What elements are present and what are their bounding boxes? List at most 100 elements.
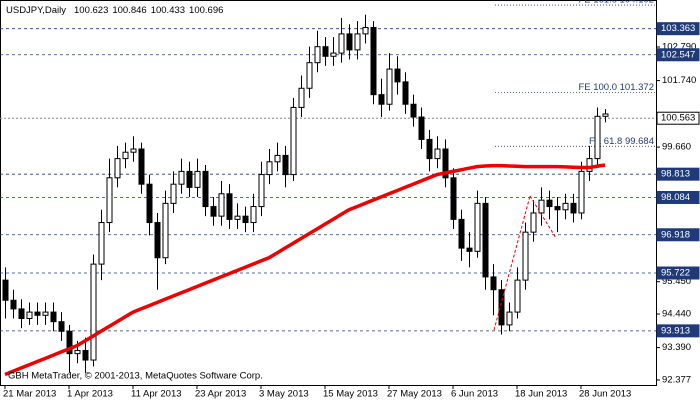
candle-body (530, 212, 537, 233)
x-tick-label: 1 Apr 2013 (67, 389, 113, 400)
price-box (656, 167, 700, 181)
candle-body (34, 311, 41, 316)
candle-body (194, 170, 201, 188)
last-low: 100.433 (151, 5, 185, 16)
candle-body (546, 199, 553, 208)
candle-body (218, 193, 225, 217)
y-tick-label: 101.740 (662, 75, 696, 86)
fibo-trend-line (529, 195, 557, 239)
price-box-label: 98.813 (661, 169, 690, 180)
candle-body (226, 193, 233, 220)
candle-body (378, 94, 385, 105)
candle-body (578, 170, 585, 214)
candle-body (66, 330, 73, 355)
last-high: 100.846 (112, 5, 146, 16)
x-tick-label: 11 Apr 2013 (131, 389, 182, 400)
price-box-label: 98.084 (661, 192, 690, 203)
candle-body (258, 174, 265, 208)
candle-body (346, 33, 353, 51)
candle-body (410, 103, 417, 118)
candle-body (98, 222, 105, 265)
y-tick-label: 93.390 (662, 342, 691, 353)
candle-body (186, 170, 193, 188)
candle-body (114, 158, 121, 179)
x-tick-label: 3 May 2013 (259, 389, 309, 400)
y-tick-label: 92.377 (662, 374, 691, 385)
x-tick-label: 6 Jun 2013 (451, 389, 498, 400)
last-close: 100.696 (189, 5, 223, 16)
candle-body (146, 183, 153, 224)
fibo-label: FE 61.8 99.684 (589, 136, 654, 147)
candle-body (210, 206, 217, 217)
candle-body (586, 158, 593, 172)
y-tick-label: 102.790 (662, 42, 696, 53)
price-box-label: 103.363 (661, 23, 695, 34)
price-box (656, 190, 700, 204)
candle-body (274, 154, 281, 163)
candle-body (82, 349, 89, 361)
candle-body (426, 138, 433, 160)
candle-body (162, 202, 169, 259)
candle-body (50, 311, 57, 323)
candle-body (562, 202, 569, 211)
candle-body (282, 154, 289, 176)
candle-body (106, 177, 113, 224)
footer: GBH MetaTrader, © 2001-2013, MetaQuotes … (8, 371, 263, 382)
price-box-label: 93.913 (661, 325, 690, 336)
candle-body (90, 263, 97, 361)
candle-body (434, 148, 441, 160)
moving-average (4, 163, 606, 377)
candle-body (458, 218, 465, 249)
candle-body (522, 231, 529, 281)
candle-body (338, 33, 345, 54)
candle-body (554, 206, 561, 211)
candle-body (290, 106, 297, 176)
candle-body (450, 177, 457, 220)
price-box-label: 96.918 (661, 229, 690, 240)
candle-body (322, 46, 329, 57)
candle-body (138, 148, 145, 185)
candle-body (42, 311, 49, 316)
x-tick-label: 21 Mar 2013 (3, 389, 56, 400)
candle-body (242, 215, 249, 224)
candle-body (362, 27, 369, 35)
candle-body (122, 151, 129, 160)
candle-body (354, 33, 361, 51)
x-tick-label: 27 May 2013 (387, 389, 442, 400)
price-box (656, 324, 700, 338)
fibo-trend-line (493, 195, 531, 331)
candle-body (26, 311, 33, 319)
candle-body (298, 87, 305, 108)
candle-body (250, 206, 257, 224)
candle-body (514, 279, 521, 313)
price-box (656, 22, 700, 36)
candle-body (602, 113, 609, 117)
candle-body (234, 215, 241, 220)
candle-body (570, 202, 577, 214)
candle-body (370, 27, 377, 96)
price-box (656, 111, 700, 125)
candle-body (442, 148, 449, 179)
candle-body (474, 202, 481, 252)
x-tick-label: 15 May 2013 (323, 389, 378, 400)
x-tick-label: 23 Apr 2013 (195, 389, 246, 400)
candle-body (202, 170, 209, 208)
fibo-label: FE 100.0 101.372 (578, 82, 654, 93)
price-box (656, 228, 700, 242)
candle-body (18, 308, 25, 319)
price-box-label: 102.547 (661, 49, 695, 60)
price-box-label: 95.722 (661, 268, 690, 279)
y-tick-label: 95.450 (662, 276, 691, 287)
candle-body (130, 148, 137, 153)
price-box (656, 48, 700, 62)
symbol: USDJPY,Daily 100.623 100.846 100.433 100.696 (6, 5, 223, 16)
candle-body (538, 199, 545, 214)
candle-body (394, 68, 401, 83)
candle-body (74, 349, 81, 355)
candle-body (170, 183, 177, 204)
candle-body (2, 279, 9, 301)
candle-body (306, 62, 313, 89)
last-open: 100.623 (74, 5, 108, 16)
